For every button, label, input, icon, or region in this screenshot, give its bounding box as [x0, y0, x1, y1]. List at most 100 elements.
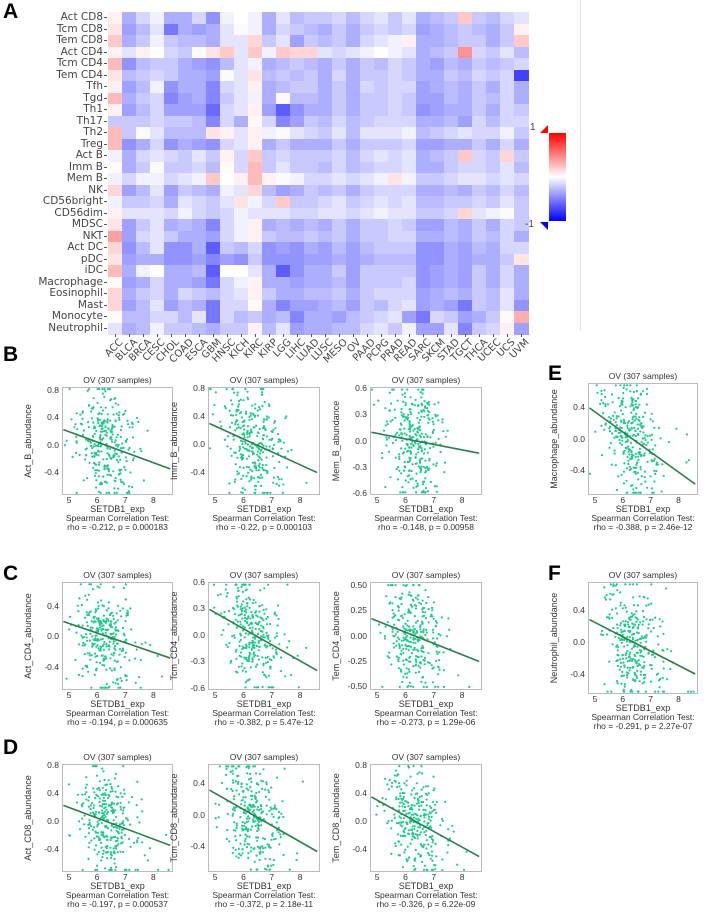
y-tick-label: 0.4: [573, 402, 585, 413]
data-point: [619, 624, 622, 627]
data-point: [105, 434, 108, 437]
heatmap-cell: [458, 253, 473, 266]
data-point: [233, 821, 236, 824]
data-point: [243, 610, 246, 613]
x-tick-label: 7: [122, 495, 128, 505]
data-point: [402, 651, 405, 654]
heatmap-cell: [108, 184, 123, 197]
data-point: [425, 868, 428, 871]
data-point: [248, 432, 251, 435]
data-point: [630, 484, 633, 487]
data-point: [408, 640, 411, 643]
data-point: [396, 431, 399, 434]
heatmap-cell: [248, 161, 263, 174]
heatmap-cell: [150, 242, 165, 254]
data-point: [634, 616, 637, 619]
data-point: [268, 858, 272, 861]
data-point: [228, 491, 231, 494]
data-point: [398, 805, 401, 808]
heatmap-cell: [360, 311, 375, 323]
data-point: [646, 460, 649, 463]
y-tick-label: -0.50: [347, 681, 367, 692]
heatmap-cell: [262, 196, 277, 208]
data-point: [113, 777, 117, 780]
data-point: [414, 456, 417, 459]
scatter-panel-f: OV (307 samples) -0.4 0.0 0.4 5 6 7 8 Neutrophil…: [549, 571, 698, 731]
data-point: [268, 798, 271, 801]
data-point: [137, 420, 140, 423]
heatmap-cell: [346, 138, 361, 151]
data-point: [620, 641, 623, 644]
heatmap-cell: [332, 150, 347, 162]
data-point: [421, 772, 424, 775]
data-point: [103, 620, 106, 623]
data-point: [402, 413, 405, 416]
data-point: [125, 612, 128, 615]
data-point: [104, 867, 107, 870]
data-point: [243, 843, 246, 846]
heatmap-cell: [388, 81, 403, 93]
data-point: [604, 598, 608, 601]
data-point: [95, 429, 98, 432]
data-point: [119, 805, 122, 808]
data-point: [599, 402, 602, 405]
data-point: [419, 391, 422, 394]
heatmap-cell: [122, 219, 137, 231]
y-tick-label: 0.00: [350, 630, 367, 641]
data-point: [646, 486, 649, 489]
x-tick-label: 6: [620, 694, 626, 704]
data-point: [399, 824, 402, 827]
heatmap-cell: [248, 35, 263, 47]
data-point: [261, 466, 264, 470]
data-point: [79, 413, 82, 416]
data-point: [247, 471, 250, 474]
data-point: [252, 598, 255, 602]
heatmap-cell: [150, 322, 165, 335]
data-point: [422, 846, 425, 849]
heatmap-cell: [318, 299, 333, 312]
data-point: [233, 807, 236, 810]
data-point: [419, 635, 422, 638]
data-point: [628, 669, 631, 672]
data-point: [631, 666, 634, 669]
heatmap-cell: [164, 12, 179, 24]
data-point: [216, 594, 219, 597]
data-point: [240, 634, 243, 637]
data-point: [612, 583, 615, 586]
data-point: [107, 453, 110, 456]
data-point: [110, 653, 113, 656]
heatmap-cell: [290, 69, 305, 82]
heatmap-cell: [234, 115, 249, 128]
data-point: [609, 425, 612, 428]
data-point: [247, 820, 250, 823]
data-point: [277, 826, 280, 829]
data-point: [117, 443, 120, 446]
heatmap-cell: [346, 127, 361, 139]
data-point: [253, 415, 256, 418]
heatmap-cell: [150, 184, 165, 197]
data-point: [126, 609, 129, 612]
heatmap-cell: [304, 161, 319, 174]
heatmap-cell: [472, 138, 487, 151]
heatmap-cell: [178, 104, 193, 116]
heatmap-cell: [402, 311, 417, 323]
data-point: [119, 478, 122, 481]
data-point: [418, 805, 421, 808]
data-point: [386, 822, 389, 825]
data-point: [388, 779, 391, 782]
heatmap-cell: [206, 311, 221, 323]
data-point: [266, 655, 269, 659]
data-point: [614, 607, 617, 610]
data-point: [115, 660, 118, 663]
heatmap-cell: [318, 173, 333, 185]
data-point: [435, 801, 438, 804]
heatmap-cell: [108, 69, 123, 82]
y-tick-label: -0.4: [190, 467, 205, 478]
heatmap-cell: [290, 288, 305, 300]
data-point: [415, 813, 418, 816]
data-point: [110, 620, 113, 623]
data-point: [247, 767, 250, 770]
data-point: [387, 820, 390, 823]
data-point: [402, 584, 405, 587]
data-point: [600, 393, 603, 396]
